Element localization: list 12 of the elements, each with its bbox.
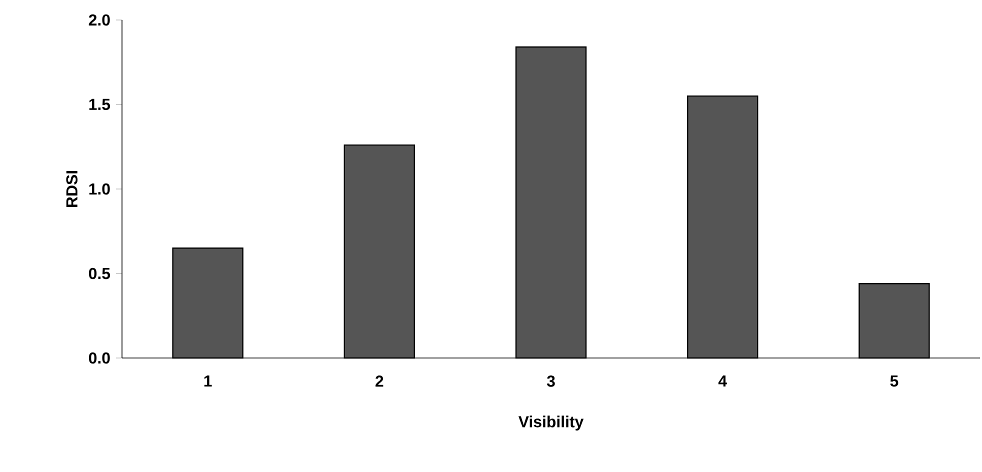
y-tick-label: 0.0 [88, 352, 110, 364]
x-tick-label: 1 [204, 376, 212, 386]
x-tick-label: 4 [718, 376, 727, 386]
x-axis-title: Visibility [518, 416, 584, 431]
x-tick-label: 3 [546, 376, 555, 387]
y-tick-label: 1.5 [89, 98, 110, 110]
x-tick-label: 2 [376, 376, 384, 387]
x-tick-label: 5 [890, 376, 898, 387]
y-tick-label: 0.5 [88, 268, 110, 280]
y-axis-title: RDSI [66, 171, 78, 207]
y-tick-label: 2.0 [88, 14, 110, 26]
y-tick-label: 1.0 [89, 183, 110, 195]
